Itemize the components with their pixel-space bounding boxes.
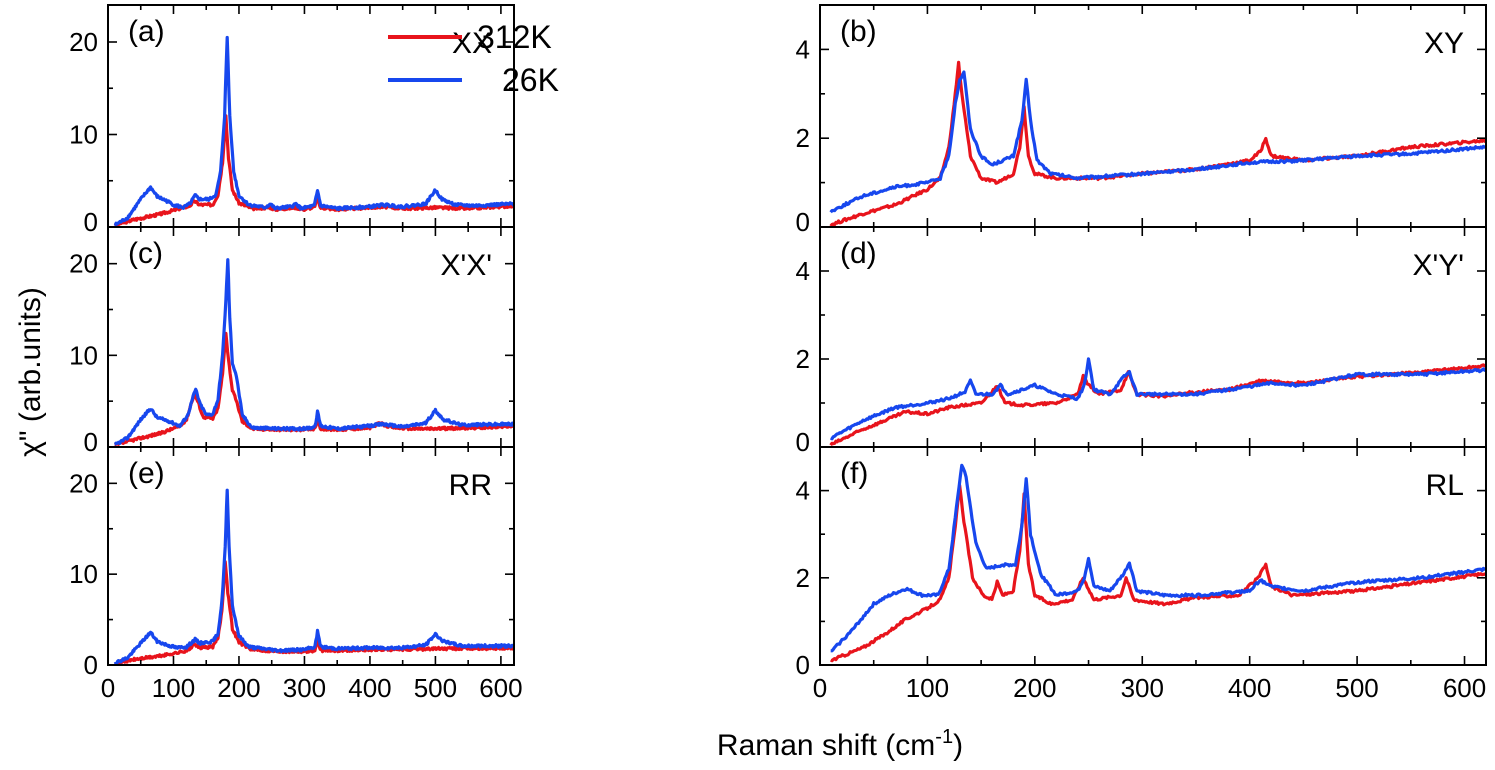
x-tick-label: 400 bbox=[1228, 673, 1271, 703]
y-tick-label: 2 bbox=[796, 563, 810, 593]
series-line-26K-f bbox=[830, 463, 1486, 653]
panel-label-a: (a) bbox=[128, 15, 165, 48]
panel-label-b: (b) bbox=[840, 15, 877, 48]
x-tick-label: 100 bbox=[152, 673, 195, 703]
x-tick-label: 400 bbox=[348, 673, 391, 703]
y-tick-label: 0 bbox=[84, 207, 98, 237]
panel-c: 0 10 20 (c) X'X' bbox=[69, 226, 515, 457]
legend: 312K 26K bbox=[388, 19, 559, 98]
panel-a: 0 10 20 (a) XX bbox=[69, 4, 515, 237]
x-tick-label: 600 bbox=[1443, 673, 1486, 703]
plot-frame-e bbox=[107, 446, 515, 666]
panel-label-f: (f) bbox=[840, 457, 868, 490]
series-line-312K-e bbox=[113, 560, 514, 665]
x-axis-title: Raman shift (cm-1) bbox=[717, 726, 963, 762]
x-axis-title-main: Raman shift (cm bbox=[717, 729, 935, 762]
series-line-26K-b bbox=[829, 70, 1486, 214]
y-tick-label: 20 bbox=[69, 249, 98, 279]
panel-b: 0 2 4 (b) XY bbox=[796, 4, 1487, 237]
x-tick-label: 0 bbox=[101, 673, 115, 703]
y-tick-label: 0 bbox=[796, 207, 810, 237]
polarization-label-a: XX bbox=[452, 27, 492, 60]
y-tick-label: 0 bbox=[84, 650, 98, 680]
y-tick-label: 0 bbox=[84, 427, 98, 457]
x-tick-label: 200 bbox=[217, 673, 260, 703]
x-tick-label: 600 bbox=[479, 673, 522, 703]
series-line-26K-c bbox=[113, 258, 514, 446]
x-tick-label: 0 bbox=[813, 673, 827, 703]
x-tick-label: 300 bbox=[283, 673, 326, 703]
y-tick-label: 4 bbox=[796, 34, 810, 64]
y-tick-label: 4 bbox=[796, 256, 810, 286]
x-tick-label: 500 bbox=[414, 673, 457, 703]
polarization-label-c: X'X' bbox=[441, 249, 492, 282]
x-tick-label: 100 bbox=[906, 673, 949, 703]
x-axis-title-close: ) bbox=[953, 729, 963, 762]
y-tick-label: 4 bbox=[796, 476, 810, 506]
x-tick-label: 500 bbox=[1335, 673, 1378, 703]
y-tick-label: 10 bbox=[69, 559, 98, 589]
panel-f: 0 2 4 0 100 200 300 400 500 600 (f) RL bbox=[796, 446, 1487, 703]
y-tick-label: 10 bbox=[69, 340, 98, 370]
y-tick-label: 0 bbox=[796, 427, 810, 457]
y-tick-label: 0 bbox=[796, 650, 810, 680]
series-line-312K-b bbox=[829, 60, 1486, 227]
legend-label-312K: 312K bbox=[477, 19, 552, 55]
plot-frame-f bbox=[819, 446, 1487, 666]
polarization-label-b: XY bbox=[1424, 27, 1464, 60]
series-line-312K-f bbox=[830, 483, 1486, 663]
series-line-312K-a bbox=[113, 114, 514, 227]
legend-label-26K: 26K bbox=[502, 62, 559, 98]
series-line-26K-e bbox=[113, 488, 514, 665]
y-axis-title: χ" (arb.units) bbox=[14, 287, 47, 457]
panel-label-e: (e) bbox=[128, 457, 165, 490]
y-tick-label: 2 bbox=[796, 123, 810, 153]
series-line-26K-a bbox=[113, 35, 514, 227]
x-tick-label: 200 bbox=[1013, 673, 1056, 703]
y-tick-label: 2 bbox=[796, 344, 810, 374]
y-tick-label: 10 bbox=[69, 120, 98, 150]
series-line-26K-d bbox=[829, 357, 1486, 441]
x-axis-title-sup: -1 bbox=[935, 726, 953, 748]
panel-label-c: (c) bbox=[128, 237, 163, 270]
polarization-label-f: RL bbox=[1426, 469, 1464, 502]
y-tick-label: 20 bbox=[69, 27, 98, 57]
series-line-312K-d bbox=[829, 363, 1486, 447]
x-tick-label: 300 bbox=[1121, 673, 1164, 703]
panel-label-d: (d) bbox=[840, 237, 877, 270]
polarization-label-e: RR bbox=[449, 469, 492, 502]
y-tick-label: 20 bbox=[69, 468, 98, 498]
panel-d: 0 2 4 (d) X'Y' bbox=[796, 226, 1487, 457]
polarization-label-d: X'Y' bbox=[1413, 249, 1464, 282]
